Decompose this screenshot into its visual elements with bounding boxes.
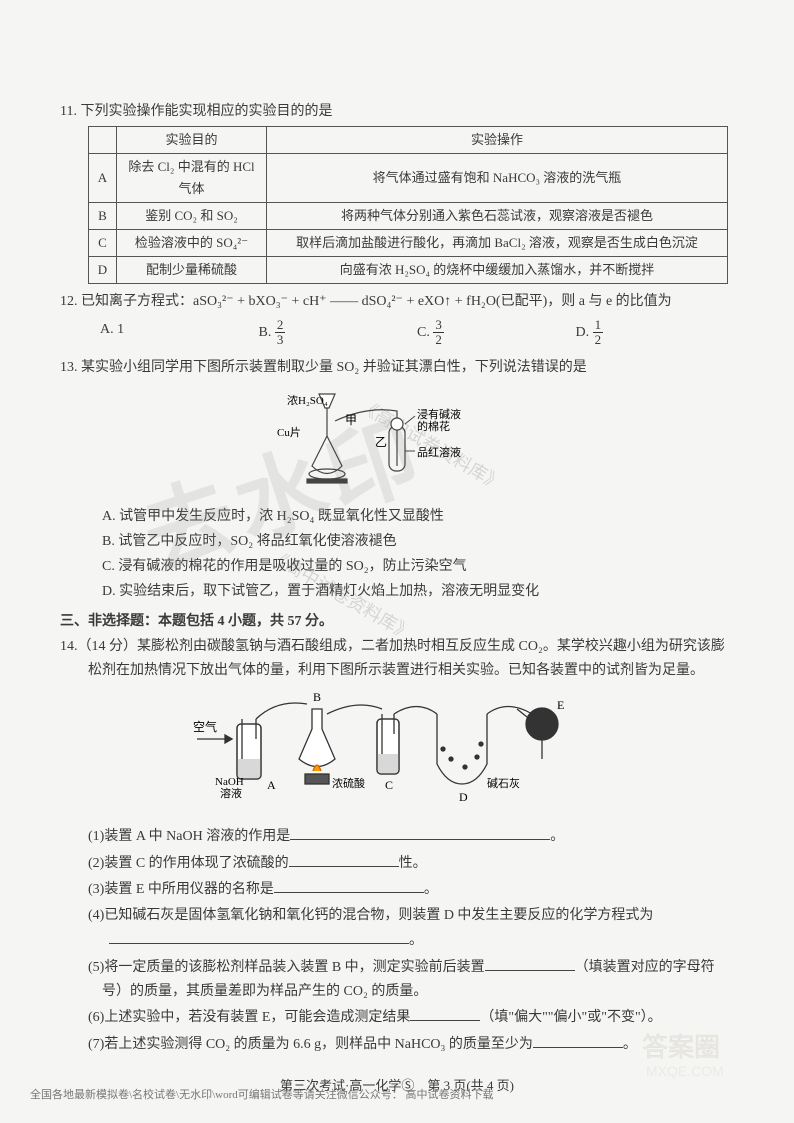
q12-opt-d: D. 12 xyxy=(576,318,735,348)
label-cu: Cu片 xyxy=(277,426,301,439)
q14-sub-7: (7)若上述实验测得 CO₂ 的质量为 6.6 g，则样品中 NaHCO₃ 的质… xyxy=(60,1032,734,1057)
q13-opt-d: D. 实验结束后，取下试管乙，置于酒精灯火焰上加热，溶液无明显变化 xyxy=(60,580,734,604)
numerator: 2 xyxy=(275,318,286,333)
q11-table: 实验目的 实验操作 A除去 Cl₂ 中混有的 HCl 气体将气体通过盛有饱和 N… xyxy=(88,126,728,285)
table-cell: 除去 Cl₂ 中混有的 HCl 气体 xyxy=(117,153,267,202)
table-cell: 鉴别 CO₂ 和 SO₂ xyxy=(117,203,267,230)
opt-prefix: D. xyxy=(576,325,593,340)
sub-text: (5)将一定质量的该膨松剂样品装入装置 B 中，测定实验前后装置 xyxy=(88,960,485,975)
section-3-title: 三、非选择题：本题包括 4 小题，共 57 分。 xyxy=(60,610,734,634)
q14-sub-3: (3)装置 E 中所用仪器的名称是 。 xyxy=(60,877,734,902)
q14-stem: 14.（14 分）某膨松剂由碳酸氢钠与酒石酸组成，二者加热时相互反应生成 CO₂… xyxy=(60,635,734,683)
footer-note: 全国各地最新模拟卷\名校试卷\无水印\word可编辑试卷等请关注微信公众号： 高… xyxy=(30,1086,494,1105)
q12-options: A. 1 B. 23 C. 32 D. 12 xyxy=(60,318,734,348)
q12-opt-b: B. 23 xyxy=(259,318,418,348)
numerator: 3 xyxy=(433,318,444,333)
q14-sub-1: (1)装置 A 中 NaOH 溶液的作用是 。 xyxy=(60,824,734,849)
stamp-text-2: MXQE.COM xyxy=(646,1063,724,1079)
table-cell: C xyxy=(89,230,117,257)
numerator: 1 xyxy=(593,318,604,333)
fraction: 12 xyxy=(593,318,604,348)
label-yi: 乙 xyxy=(375,435,387,449)
blank xyxy=(109,928,409,944)
label-D: D xyxy=(459,790,468,804)
q14-sub-5: (5)将一定质量的该膨松剂样品装入装置 B 中，测定实验前后装置（填装置对应的字… xyxy=(60,955,734,1004)
q11-th-0 xyxy=(89,126,117,153)
table-cell: 将气体通过盛有饱和 NaHCO₃ 溶液的洗气瓶 xyxy=(267,153,728,202)
q12-opt-c: C. 32 xyxy=(417,318,576,348)
label-conc: 浓硫酸 xyxy=(332,776,365,790)
label-acid: 浓H₂SO₄ xyxy=(287,394,328,407)
q13-stem: 13. 某实验小组同学用下图所示装置制取少量 SO₂ 并验证其漂白性，下列说法错… xyxy=(60,356,734,380)
q13-svg: 浓H₂SO₄ Cu片 甲 乙 浸有碱液 的棉花 品红溶液 xyxy=(257,386,537,491)
label-naoh-1: NaOH xyxy=(215,776,244,788)
label-A: A xyxy=(267,778,276,792)
opt-prefix: C. xyxy=(417,325,433,340)
table-cell: 检验溶液中的 SO₄²⁻ xyxy=(117,230,267,257)
sub-text: (7)若上述实验测得 CO₂ 的质量为 6.6 g，则样品中 NaHCO₃ 的质… xyxy=(88,1037,533,1052)
label-red: 品红溶液 xyxy=(417,445,461,459)
table-cell: 配制少量稀硫酸 xyxy=(117,257,267,284)
label-cotton-1: 浸有碱液 xyxy=(417,407,461,421)
sub-text: 。 xyxy=(550,829,564,844)
q14-sub-4: (4)已知碱石灰是固体氢氧化钠和氧化钙的混合物，则装置 D 中发生主要反应的化学… xyxy=(60,904,734,953)
table-cell: A xyxy=(89,153,117,202)
answer-stamp: 答案圈 MXQE.COM xyxy=(636,1028,766,1083)
q12-stem: 12. 已知离子方程式：aSO₃²⁻ + bXO₃⁻ + cH⁺ —— dSO₄… xyxy=(60,290,734,314)
label-jia: 甲 xyxy=(345,413,357,427)
label-cotton-2: 的棉花 xyxy=(417,419,450,433)
q14-svg: 空气 NaOH 溶液 A B 浓硫酸 C D 碱石灰 E xyxy=(187,689,607,809)
sub-text: (4)已知碱石灰是固体氢氧化钠和氧化钙的混合物，则装置 D 中发生主要反应的化学… xyxy=(88,908,653,923)
blank xyxy=(485,955,575,971)
denominator: 2 xyxy=(433,333,444,347)
fraction: 32 xyxy=(433,318,444,348)
sub-text: 性。 xyxy=(399,856,427,871)
table-cell: B xyxy=(89,203,117,230)
denominator: 2 xyxy=(593,333,604,347)
q11-th-1: 实验目的 xyxy=(117,126,267,153)
q11-stem: 11. 下列实验操作能实现相应的实验目的的是 xyxy=(60,100,734,124)
q13-opt-b: B. 试管乙中反应时，SO₂ 将品红氧化使溶液褪色 xyxy=(60,530,734,554)
denominator: 3 xyxy=(275,333,286,347)
table-cell: 将两种气体分别通入紫色石蕊试液，观察溶液是否褪色 xyxy=(267,203,728,230)
q14-diagram: 空气 NaOH 溶液 A B 浓硫酸 C D 碱石灰 E xyxy=(60,689,734,818)
opt-prefix: B. xyxy=(259,325,275,340)
q14-sub-2: (2)装置 C 的作用体现了浓硫酸的 性。 xyxy=(60,851,734,876)
sub-text: 。 xyxy=(623,1037,637,1052)
q14-sub-6: (6)上述实验中，若没有装置 E，可能会造成测定结果 （填"偏大""偏小"或"不变… xyxy=(60,1005,734,1030)
table-cell: 取样后滴加盐酸进行酸化，再滴加 BaCl₂ 溶液，观察是否生成白色沉淀 xyxy=(267,230,728,257)
label-naoh-2: 溶液 xyxy=(220,786,242,800)
sub-text: 。 xyxy=(424,882,438,897)
q11-th-2: 实验操作 xyxy=(267,126,728,153)
blank xyxy=(289,851,399,867)
sub-text: (6)上述实验中，若没有装置 E，可能会造成测定结果 xyxy=(88,1010,410,1025)
blank xyxy=(274,877,424,893)
sub-text: 。 xyxy=(409,933,423,948)
table-cell: 向盛有浓 H₂SO₄ 的烧杯中缓缓加入蒸馏水，并不断搅拌 xyxy=(267,257,728,284)
sub-text: (3)装置 E 中所用仪器的名称是 xyxy=(88,882,274,897)
sub-text: （填"偏大""偏小"或"不变"）。 xyxy=(480,1010,661,1025)
sub-text: (2)装置 C 的作用体现了浓硫酸的 xyxy=(88,856,289,871)
stamp-text-1: 答案圈 xyxy=(642,1033,720,1062)
q13-opt-c: C. 浸有碱液的棉花的作用是吸收过量的 SO₂，防止污染空气 xyxy=(60,555,734,579)
blank xyxy=(410,1005,480,1021)
q12-opt-a: A. 1 xyxy=(100,318,259,348)
blank xyxy=(290,824,550,840)
label-lime: 碱石灰 xyxy=(487,776,520,790)
label-air: 空气 xyxy=(193,719,217,734)
fraction: 23 xyxy=(275,318,286,348)
label-B: B xyxy=(313,690,321,704)
blank xyxy=(533,1032,623,1048)
sub-text: (1)装置 A 中 NaOH 溶液的作用是 xyxy=(88,829,290,844)
label-E: E xyxy=(557,698,564,712)
table-cell: D xyxy=(89,257,117,284)
q13-opt-a: A. 试管甲中发生反应时，浓 H₂SO₄ 既显氧化性又显酸性 xyxy=(60,505,734,529)
q13-diagram: 浓H₂SO₄ Cu片 甲 乙 浸有碱液 的棉花 品红溶液 xyxy=(60,386,734,500)
label-C: C xyxy=(385,778,393,792)
